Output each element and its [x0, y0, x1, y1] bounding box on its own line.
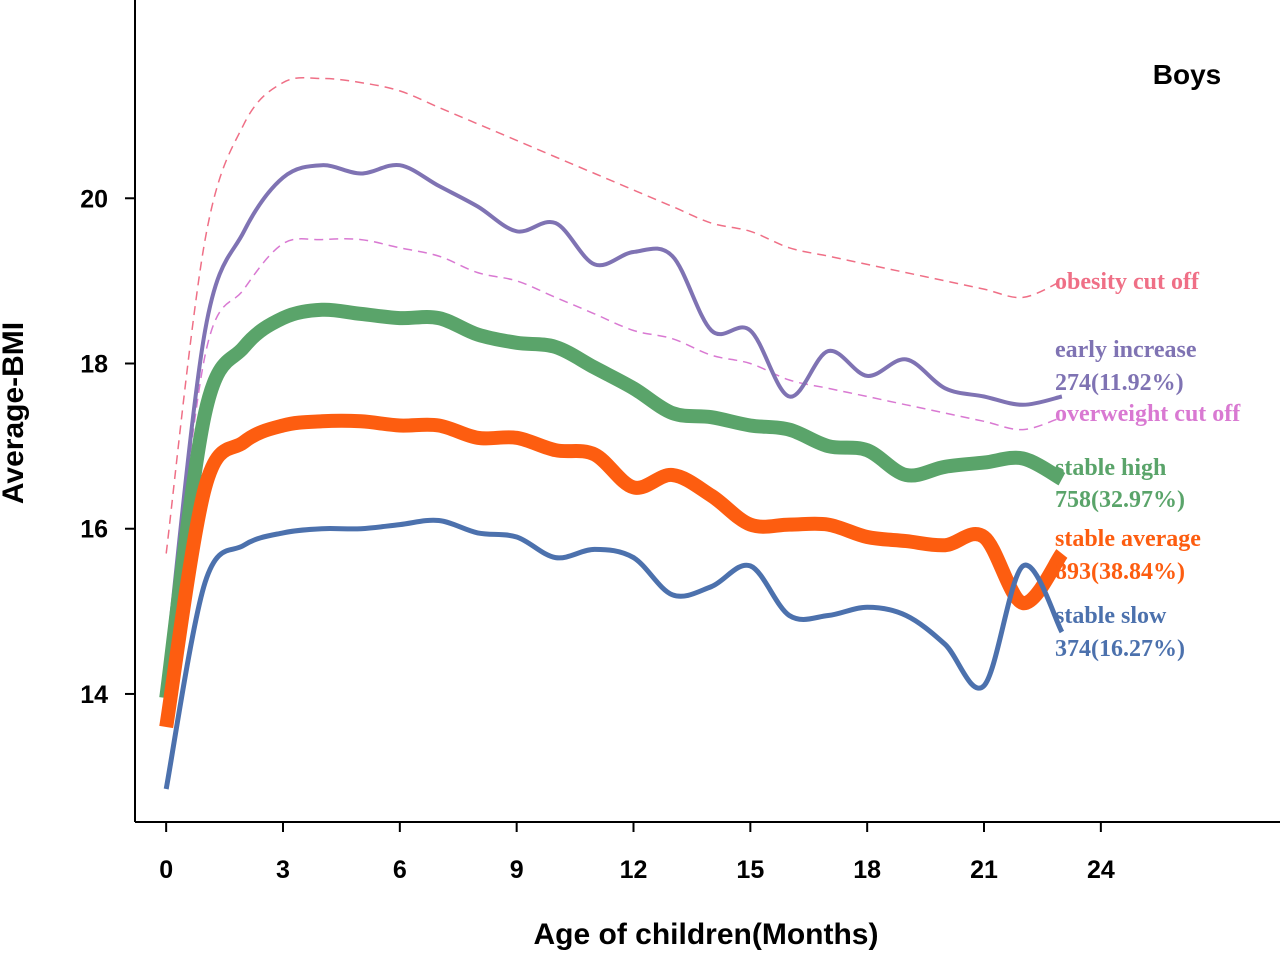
series-label-stable-average: 893(38.84%) — [1055, 559, 1185, 585]
series-label-stable-high: 758(32.97%) — [1055, 487, 1185, 513]
chart-title: Boys — [1153, 59, 1221, 90]
x-axis-title: Age of children(Months) — [534, 918, 879, 951]
series-label-early-increase: early increase — [1055, 337, 1197, 363]
x-tick-label: 3 — [276, 856, 290, 884]
series-label-overweight-cut-off: overweight cut off — [1055, 401, 1241, 427]
series-label-stable-high: stable high — [1055, 455, 1166, 481]
x-tick-label: 0 — [159, 856, 173, 884]
series-line-early-increase — [164, 162, 1063, 666]
y-tick-label: 20 — [80, 185, 108, 213]
series-line-overweight-cut-off — [165, 238, 1063, 661]
series-line-stable-high — [159, 302, 1066, 700]
x-tick-label: 9 — [510, 856, 524, 884]
y-tick-label: 16 — [80, 516, 108, 544]
x-tick-label: 24 — [1087, 856, 1115, 884]
y-tick-label: 14 — [80, 681, 108, 709]
series-label-obesity-cut-off: obesity cut off — [1055, 269, 1200, 295]
y-axis-title: Average-BMI — [0, 322, 30, 504]
series-label-early-increase: 274(11.92%) — [1055, 370, 1184, 396]
series-label-stable-average: stable average — [1055, 526, 1201, 552]
series-line-stable-average — [159, 413, 1068, 729]
series-line-stable-slow — [163, 517, 1065, 790]
x-tick-label: 21 — [970, 856, 998, 884]
y-tick-label: 18 — [80, 350, 108, 378]
x-tick-label: 15 — [736, 856, 764, 884]
series-line-obesity-cut-off — [165, 76, 1063, 554]
series-label-stable-slow: stable slow — [1055, 603, 1167, 629]
series-label-stable-slow: 374(16.27%) — [1055, 636, 1185, 662]
x-tick-label: 12 — [620, 856, 648, 884]
x-tick-label: 18 — [853, 856, 881, 884]
x-tick-label: 6 — [393, 856, 407, 884]
